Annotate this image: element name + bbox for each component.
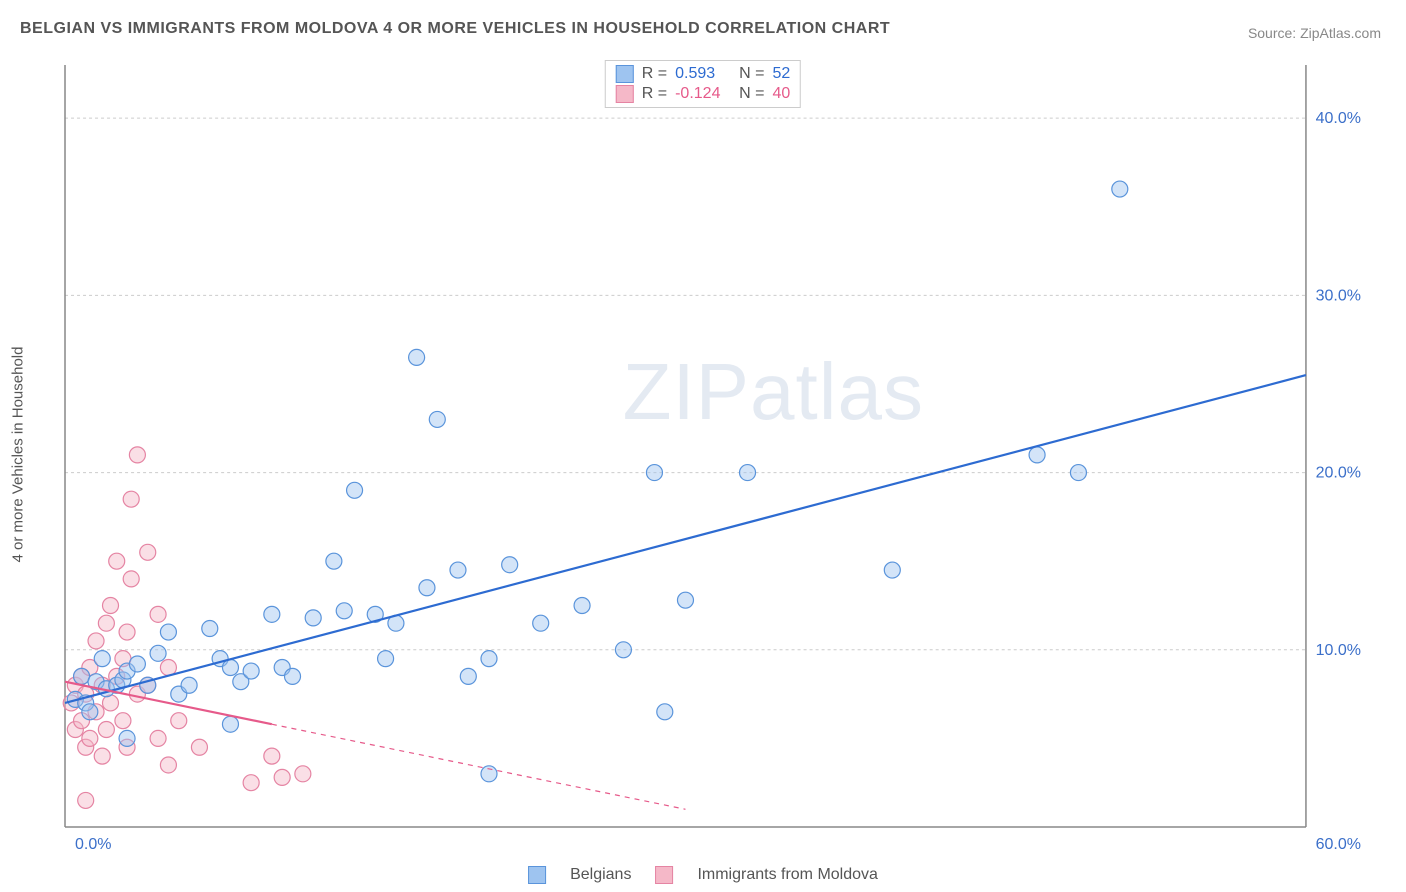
legend-swatch-0 [528,866,546,884]
svg-text:10.0%: 10.0% [1316,642,1361,659]
n-label: N = [739,65,764,83]
stats-row-series-1: R = -0.124 N = 40 [616,85,790,103]
svg-text:40.0%: 40.0% [1316,110,1361,127]
svg-text:30.0%: 30.0% [1316,287,1361,304]
r-label: R = [642,65,667,83]
legend-swatch-1 [655,866,673,884]
r-label: R = [642,85,667,103]
swatch-series-1 [616,85,634,103]
n-value-0: 52 [772,65,790,83]
stats-row-series-0: R = 0.593 N = 52 [616,65,790,83]
r-value-1: -0.124 [675,85,731,103]
y-axis-label: 4 or more Vehicles in Household [10,347,27,563]
n-value-1: 40 [772,85,790,103]
source-attribution: Source: ZipAtlas.com [1248,25,1381,41]
n-label: N = [739,85,764,103]
scatter-chart: 10.0% 20.0% 30.0% 40.0% 0.0% 60.0% [55,55,1376,862]
correlation-stats-box: R = 0.593 N = 52 R = -0.124 N = 40 [605,60,801,108]
legend-label-1: Immigrants from Moldova [697,866,878,884]
r-value-0: 0.593 [675,65,731,83]
chart-title: BELGIAN VS IMMIGRANTS FROM MOLDOVA 4 OR … [20,20,890,38]
legend: Belgians Immigrants from Moldova [528,866,878,884]
swatch-series-0 [616,65,634,83]
svg-text:20.0%: 20.0% [1316,465,1361,482]
chart-area: 10.0% 20.0% 30.0% 40.0% 0.0% 60.0% [55,55,1376,862]
svg-text:60.0%: 60.0% [1316,836,1361,853]
svg-text:0.0%: 0.0% [75,836,111,853]
legend-label-0: Belgians [570,866,631,884]
